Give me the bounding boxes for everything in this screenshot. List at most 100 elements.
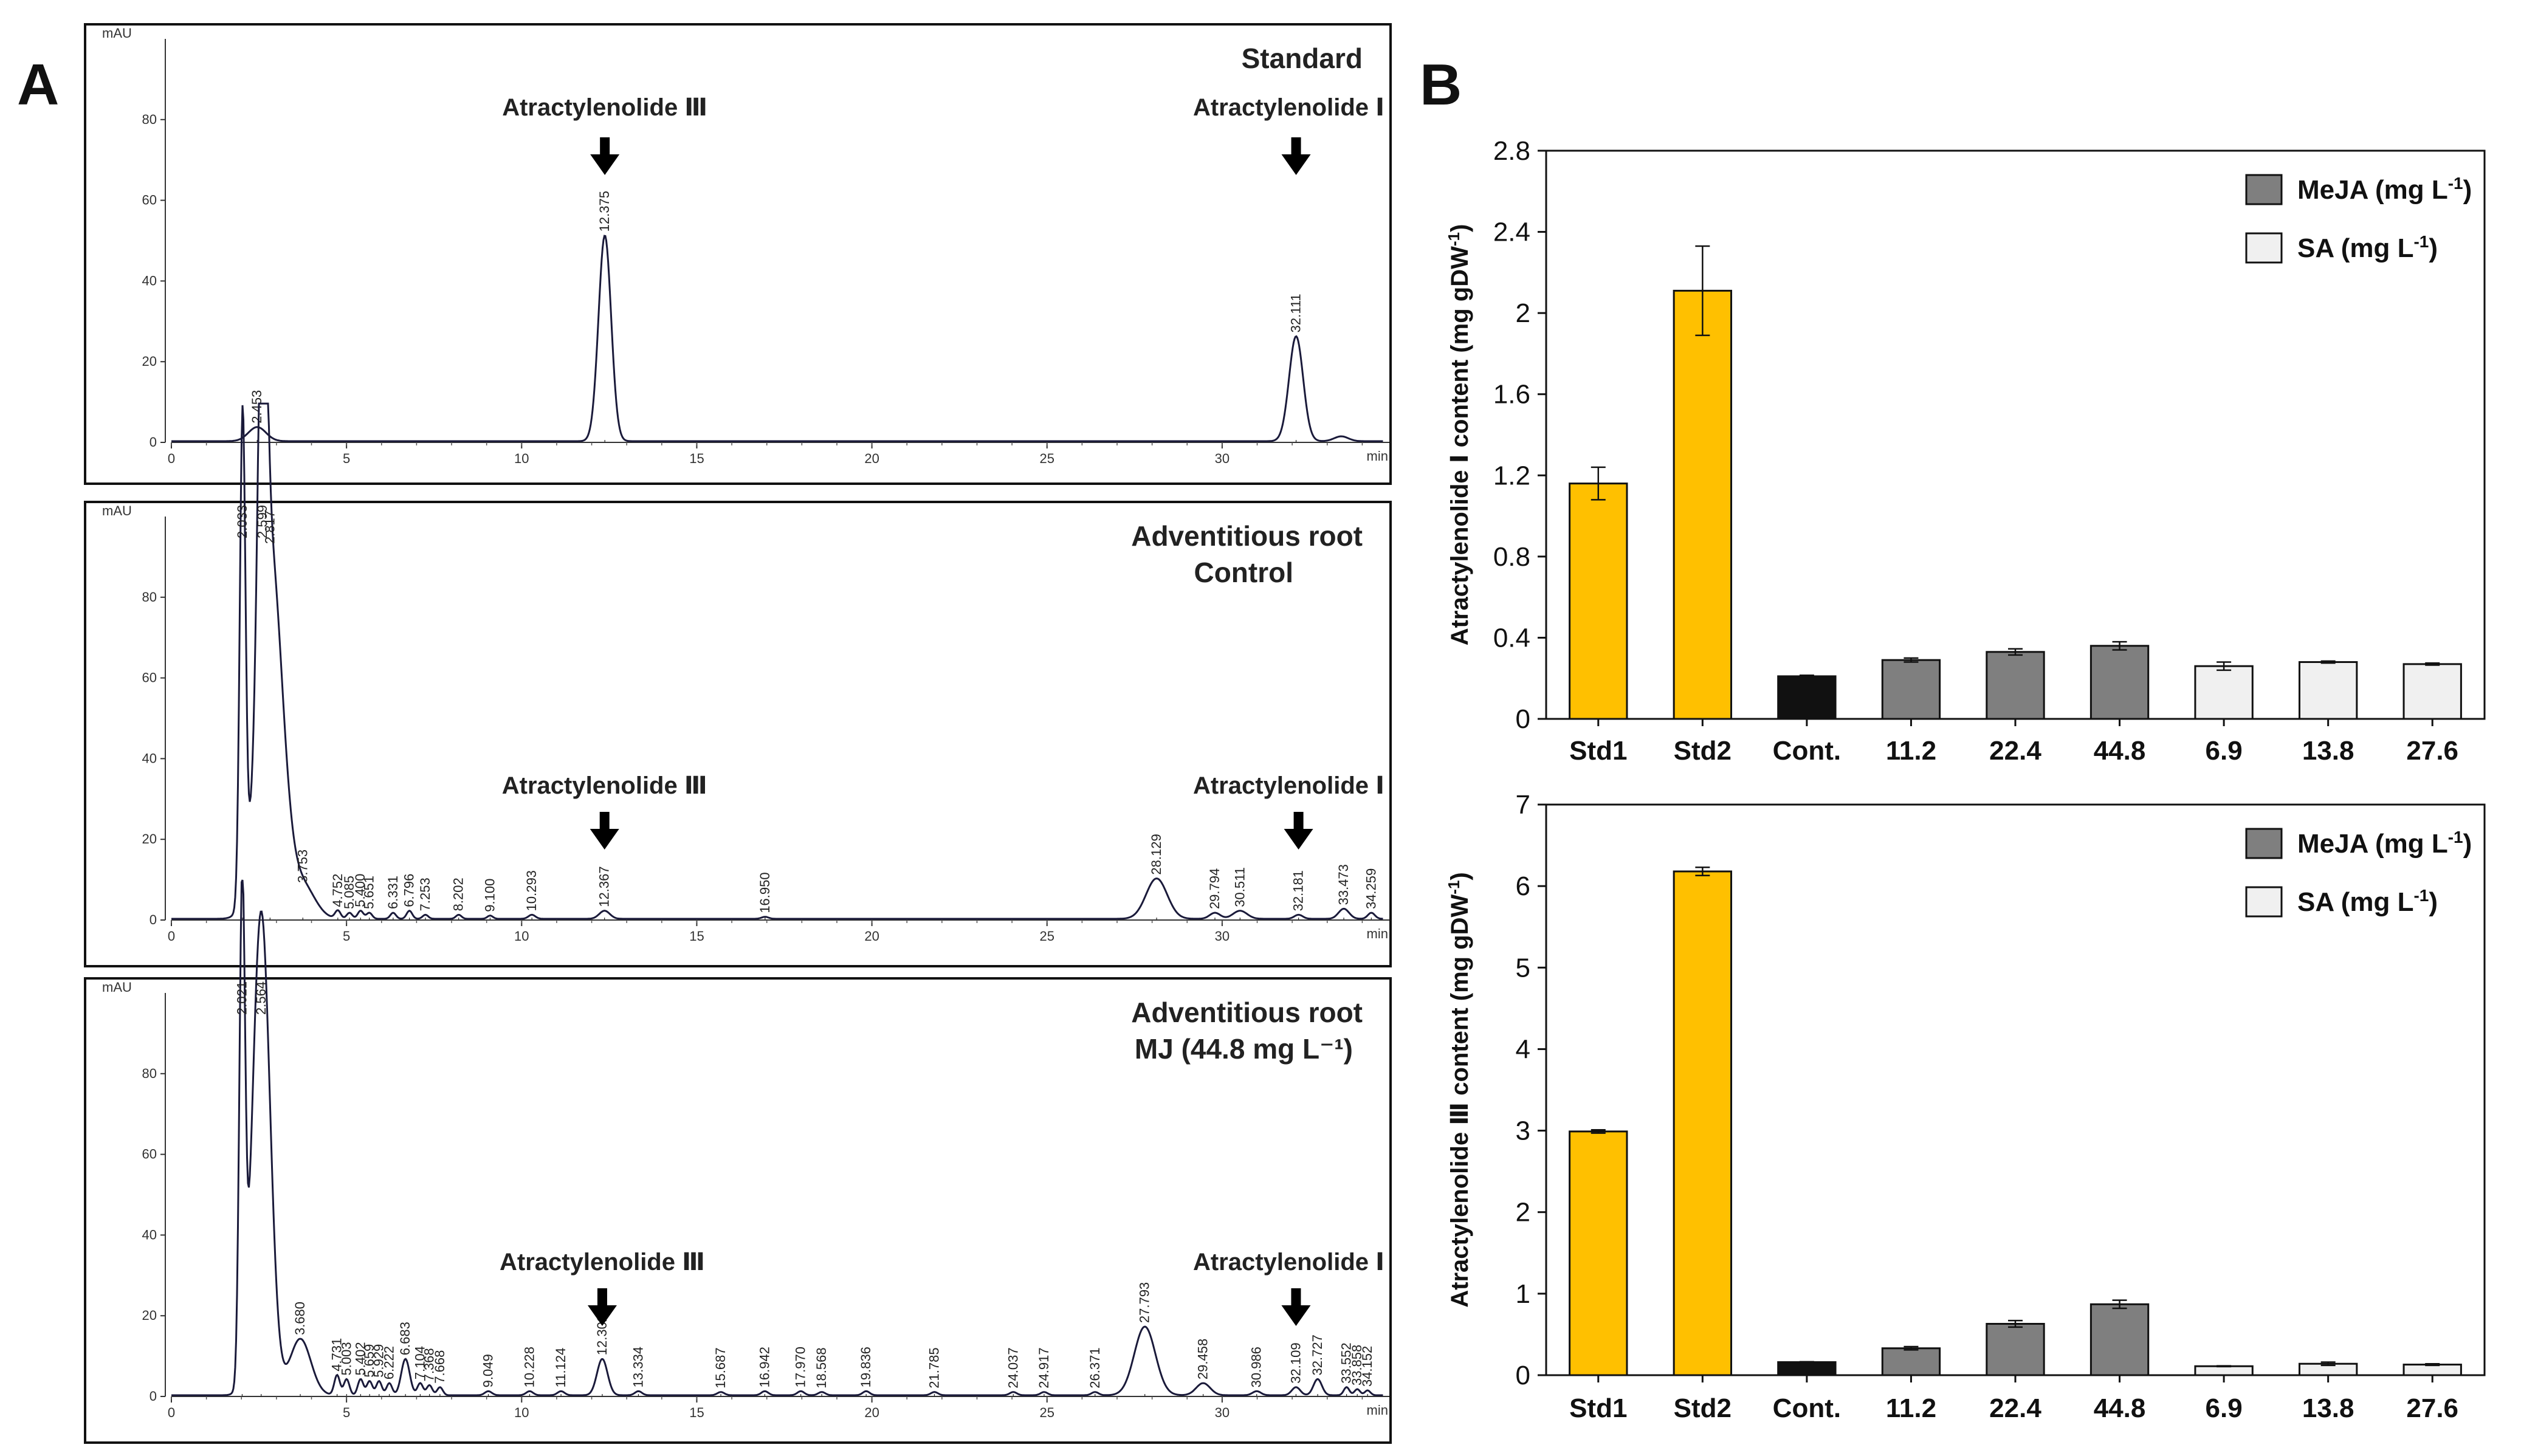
legend-label: MeJA (mg L-1) xyxy=(2297,828,2472,859)
legend-swatch xyxy=(2245,174,2283,205)
chromatogram-x-tick-label: 15 xyxy=(689,1405,704,1420)
chromatogram-x-unit: min xyxy=(1367,448,1388,464)
bar-13.8 xyxy=(2298,661,2358,720)
chromatogram-x-tick-label: 25 xyxy=(1040,451,1054,466)
bar-y-axis-label: Atractylenolide Ⅲ content (mg gDW-1) xyxy=(1445,872,1473,1308)
chromatogram-y-unit: mAU xyxy=(102,26,132,41)
bar-category-label: Std1 xyxy=(1569,1393,1627,1423)
chromatogram-x-tick-label: 15 xyxy=(689,929,704,944)
chromatogram-chrom-mj: mAU min 0 20 40 60 80 0 5 10 15 20 25 30 2.021 2.564 3.6… xyxy=(84,879,1392,1444)
legend-swatch xyxy=(2245,886,2283,918)
panel-letter-b: B xyxy=(1420,52,1462,117)
bar-Std2 xyxy=(1673,870,1733,1376)
peak-retention-label: 13.334 xyxy=(630,1347,645,1387)
legend-label: MeJA (mg L-1) xyxy=(2297,174,2472,205)
chromatogram-trace xyxy=(171,235,1383,442)
bar-category-label: Std2 xyxy=(1674,1393,1732,1423)
chromatogram-frame xyxy=(84,501,1392,967)
bar-category-label: 11.2 xyxy=(1886,1393,1936,1423)
legend-entry-sa: SA (mg L-1) xyxy=(2245,232,2438,264)
peak-retention-label: 12.367 xyxy=(597,866,612,907)
compound-annotation: Atractylenolide Ⅰ xyxy=(1193,1249,1384,1326)
bar-y-tick-label: 2.8 xyxy=(1493,136,1530,166)
down-arrow-icon xyxy=(599,812,610,830)
bar-22.4 xyxy=(1986,1322,2045,1376)
peak-retention-label: 6.331 xyxy=(385,876,401,909)
bar-category-label: 27.6 xyxy=(2406,736,2458,766)
chromatogram-y-tick-label: 60 xyxy=(142,670,157,685)
peak-retention-label: 21.785 xyxy=(926,1347,941,1388)
bar-y-axis-label-sup: -1 xyxy=(1445,881,1463,895)
chromatogram-x-unit: min xyxy=(1367,1403,1388,1418)
chromatogram-x-tick-label: 5 xyxy=(343,1405,350,1420)
chromatogram-title: Standard xyxy=(1242,43,1363,74)
peak-retention-label: 3.753 xyxy=(295,850,310,883)
bar-y-tick-label: 0.4 xyxy=(1493,623,1530,653)
bar-y-axis-label: Atractylenolide Ⅰ content (mg gDW-1) xyxy=(1445,224,1473,646)
down-arrow-icon xyxy=(1291,1288,1301,1307)
peak-retention-label: 5.929 xyxy=(371,1344,387,1378)
chromatogram-x-tick-label: 30 xyxy=(1215,929,1230,944)
peak-retention-label: 5.659 xyxy=(362,1344,377,1378)
down-arrow-icon xyxy=(590,829,619,850)
peak-retention-label: 34.152 xyxy=(1360,1346,1375,1387)
bar-y-tick-label: 2.4 xyxy=(1493,218,1530,247)
peak-retention-label: 10.293 xyxy=(524,870,539,911)
bar-y-tick-label: 3 xyxy=(1516,1116,1530,1146)
bar-y-tick-label: 2 xyxy=(1516,1198,1530,1228)
peak-retention-label: 33.473 xyxy=(1336,864,1351,905)
peak-retention-label: 9.049 xyxy=(480,1354,495,1387)
peak-retention-label: 11.124 xyxy=(553,1348,568,1388)
bar-chart-bar-atr-3: 0 1 2 3 4 5 6 7 Std1 Std2 Cont. 11.2 22.4 44.8 6.9 13.8… xyxy=(1445,790,2486,1423)
peak-retention-label: 15.687 xyxy=(713,1347,728,1388)
bar-y-tick-label: 1 xyxy=(1516,1279,1530,1309)
chromatogram-y-tick-label: 0 xyxy=(150,1389,157,1404)
chromatogram-y-tick-label: 40 xyxy=(142,750,157,766)
legend-label-text: MeJA (mg L xyxy=(2297,829,2448,859)
peak-retention-label: 27.793 xyxy=(1137,1282,1152,1323)
compound-label-text: Atractylenolide Ⅰ xyxy=(1193,94,1384,121)
peak-retention-label: 26.371 xyxy=(1087,1347,1102,1388)
chromatogram-x-tick-label: 5 xyxy=(343,929,350,944)
compound-annotation: Atractylenolide Ⅰ xyxy=(1193,772,1384,850)
bar-y-axis-label-sup: -1 xyxy=(1445,232,1463,246)
peak-retention-label: 9.100 xyxy=(482,879,497,912)
down-arrow-icon xyxy=(1291,137,1301,156)
bar-44.8 xyxy=(2089,645,2150,720)
peak-retention-label: 5.400 xyxy=(353,874,368,907)
chromatogram-y-tick-label: 80 xyxy=(142,112,157,127)
peak-retention-label: 32.727 xyxy=(1310,1334,1325,1375)
peak-retention-label: 29.794 xyxy=(1207,868,1222,909)
bar-y-tick-label: 6 xyxy=(1516,871,1530,901)
bar-y-tick-label: 0 xyxy=(1516,704,1530,734)
chromatogram-chrom-standard: mAU min 0 20 40 60 80 0 5 10 15 20 25 30 2.453 12.375 32… xyxy=(84,23,1392,485)
down-arrow-icon xyxy=(1281,1305,1311,1326)
compound-annotation: Atractylenolide Ⅰ xyxy=(1193,94,1384,175)
peak-retention-label: 16.942 xyxy=(757,1347,772,1387)
bar-y-tick-label: 1.6 xyxy=(1493,380,1530,410)
bar-category-label: Std1 xyxy=(1569,736,1627,766)
chromatogram-x-tick-label: 0 xyxy=(168,1405,175,1420)
bar-category-label: 6.9 xyxy=(2206,736,2243,766)
compound-label-text: Atractylenolide Ⅲ xyxy=(502,772,707,799)
peak-retention-label: 2.564 xyxy=(253,981,269,1015)
peak-retention-label: 6.683 xyxy=(397,1322,413,1355)
peak-retention-label: 33.858 xyxy=(1349,1345,1364,1386)
chromatogram-panels: mAU min 0 20 40 60 80 0 5 10 15 20 25 30 2.453 12.375 32… xyxy=(84,23,1392,1444)
peak-retention-label: 2.021 xyxy=(234,981,249,1015)
bar-category-label: 44.8 xyxy=(2094,736,2146,766)
legend-swatch xyxy=(2245,828,2283,859)
legend-label: SA (mg L-1) xyxy=(2297,232,2438,263)
peak-retention-label: 7.368 xyxy=(422,1348,437,1381)
chromatogram-x-tick-label: 10 xyxy=(514,929,529,944)
legend-label-sup: -1 xyxy=(2448,174,2463,193)
chromatogram-y-tick-label: 0 xyxy=(150,912,157,927)
legend-label-close: ) xyxy=(2463,175,2472,205)
bar-11.2 xyxy=(1881,659,1941,720)
bar-y-tick-label: 0.8 xyxy=(1493,542,1530,572)
peak-retention-label: 32.111 xyxy=(1288,294,1304,332)
chromatogram-title: Adventitious root xyxy=(1131,997,1363,1028)
chromatogram-frame xyxy=(84,977,1392,1444)
bar-27.6 xyxy=(2402,1364,2462,1376)
